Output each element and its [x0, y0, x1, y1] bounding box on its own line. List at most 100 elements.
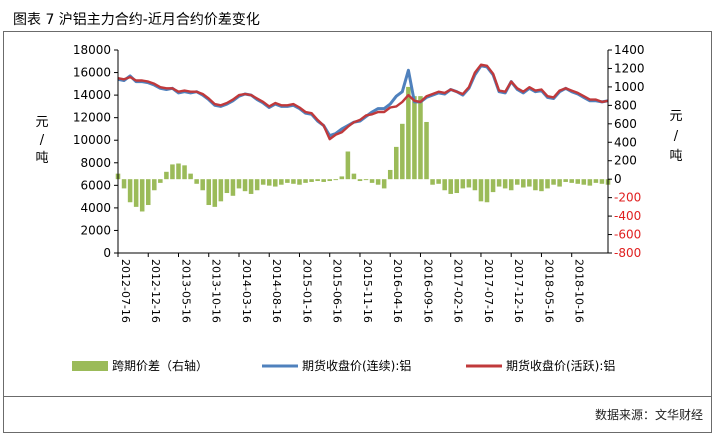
spread-bar [412, 96, 417, 180]
source-note: 数据来源：文华财经 [594, 408, 703, 422]
chart-frame [3, 3, 712, 433]
spread-bar [502, 179, 508, 189]
spread-bar [327, 179, 332, 182]
spread-bar [448, 179, 453, 194]
left-tick-label: 10000 [73, 133, 111, 147]
spread-bar [545, 179, 550, 189]
spread-bar [200, 179, 205, 191]
right-tick-label: -800 [614, 246, 641, 260]
spread-bar [273, 179, 278, 187]
price-lines [117, 63, 609, 141]
spread-bar [236, 179, 242, 189]
right-tick-label: -400 [614, 209, 641, 223]
spread-bar [533, 179, 538, 191]
right-unit-label: 吨 [669, 149, 682, 164]
spread-bar [315, 179, 320, 182]
left-tick-label: 18000 [73, 43, 111, 57]
legend-swatch-spread [72, 361, 108, 371]
right-tick-label: 0 [614, 172, 622, 186]
x-tick-label: 2015-01-16 [300, 259, 313, 323]
left-tick-label: 2000 [80, 223, 111, 237]
spread-bar [321, 179, 326, 182]
spread-bar [454, 179, 460, 194]
spread-bar [224, 179, 230, 194]
spread-bar [551, 179, 556, 185]
spread-bar [539, 179, 544, 192]
spread-bar [212, 179, 218, 207]
spread-bars [115, 86, 611, 212]
spread-bar [514, 179, 520, 185]
spread-bar [194, 179, 199, 184]
spread-bar [218, 179, 224, 202]
legend-label: 期货收盘价(活跃):铝 [506, 358, 615, 373]
x-tick-label: 2014-08-16 [270, 259, 283, 323]
spread-bar [291, 179, 296, 184]
spread-bar [394, 146, 399, 180]
spread-bar [466, 179, 472, 188]
spread-bar [581, 179, 587, 185]
right-tick-label: -600 [614, 228, 641, 242]
spread-bar [478, 179, 484, 202]
legend: 跨期价差（右轴） 期货收盘价(连续):铝 期货收盘价(活跃):铝 [72, 358, 615, 373]
spread-bar [357, 179, 363, 182]
spread-bar [170, 164, 175, 180]
right-unit-label: 元 [669, 109, 682, 124]
spread-bar [496, 179, 502, 187]
left-unit-label: 元 [35, 115, 48, 130]
x-tick-label: 2012-07-16 [119, 259, 132, 323]
spread-bar [248, 179, 254, 194]
axes: 0200040006000800010000120001400016000180… [35, 43, 682, 323]
x-tick-label: 2016-04-16 [391, 259, 404, 323]
spread-bar [139, 179, 145, 212]
spread-bar [285, 179, 290, 183]
spread-bar [406, 86, 411, 180]
right-tick-label: 200 [614, 154, 637, 168]
x-tick-label: 2015-06-16 [331, 259, 344, 323]
spread-bar [133, 179, 139, 207]
spread-bar [339, 176, 345, 180]
spread-bar [254, 179, 260, 191]
left-tick-label: 6000 [80, 178, 111, 192]
spread-bar [436, 179, 441, 184]
spread-bar [569, 179, 574, 183]
spread-bar [345, 151, 351, 180]
spread-bar [206, 179, 212, 206]
left-tick-label: 0 [103, 246, 111, 260]
spread-bar [472, 179, 478, 191]
left-tick-label: 14000 [73, 88, 111, 102]
spread-bar [490, 179, 496, 193]
spread-bar [381, 179, 387, 189]
spread-bar [279, 179, 284, 185]
x-tick-label: 2017-07-16 [482, 259, 495, 323]
spread-bar [387, 169, 393, 180]
title-bar: 图表 7 沪铝主力合约-近月合约价差变化 [3, 3, 712, 32]
footer-divider [3, 396, 712, 397]
spread-bar [297, 179, 302, 185]
spread-bar [309, 179, 314, 182]
spread-bar [424, 121, 429, 180]
right-tick-label: 400 [614, 135, 637, 149]
x-tick-label: 2015-11-16 [361, 259, 374, 323]
x-tick-label: 2018-10-16 [573, 259, 586, 323]
left-unit-label: 吨 [35, 151, 48, 166]
spread-bar [182, 165, 187, 180]
legend-label: 期货收盘价(连续):铝 [302, 358, 411, 373]
right-tick-label: 1200 [614, 61, 645, 75]
x-tick-label: 2018-05-16 [542, 259, 555, 323]
spread-bar [599, 179, 605, 184]
x-tick-label: 2016-09-16 [421, 259, 434, 323]
x-tick-label: 2014-03-16 [240, 259, 253, 323]
spread-bar [521, 179, 526, 188]
right-unit-label: / [674, 129, 679, 144]
spread-bar [351, 173, 357, 180]
spread-bar [266, 179, 272, 186]
spread-bar [508, 179, 514, 191]
active-price-line [117, 63, 609, 141]
spread-bar [575, 179, 581, 184]
left-tick-label: 8000 [80, 156, 111, 170]
spread-bar [460, 179, 466, 189]
spread-bar [333, 179, 339, 181]
spread-bar [430, 179, 435, 185]
x-tick-label: 2017-02-16 [452, 259, 465, 323]
